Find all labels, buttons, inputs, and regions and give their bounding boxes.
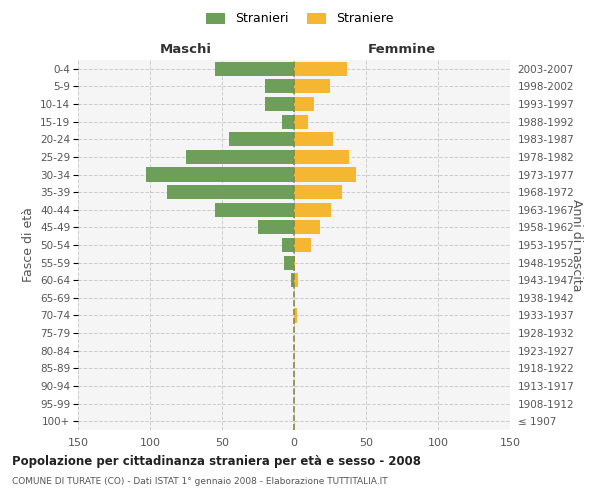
Bar [294, 97, 314, 111]
Bar [294, 202, 331, 217]
Bar [294, 168, 356, 181]
Y-axis label: Fasce di età: Fasce di età [22, 208, 35, 282]
Text: COMUNE DI TURATE (CO) - Dati ISTAT 1° gennaio 2008 - Elaborazione TUTTITALIA.IT: COMUNE DI TURATE (CO) - Dati ISTAT 1° ge… [12, 478, 388, 486]
Text: Maschi: Maschi [160, 44, 212, 57]
Bar [294, 256, 295, 270]
Bar [294, 114, 308, 128]
Bar [265, 80, 294, 94]
Bar [294, 308, 297, 322]
Text: Femmine: Femmine [368, 44, 436, 57]
Bar [294, 62, 347, 76]
Bar [215, 202, 294, 217]
Bar [167, 185, 294, 199]
Bar [283, 114, 294, 128]
Bar [291, 273, 294, 287]
Bar [294, 273, 298, 287]
Bar [294, 132, 333, 146]
Text: Popolazione per cittadinanza straniera per età e sesso - 2008: Popolazione per cittadinanza straniera p… [12, 455, 421, 468]
Y-axis label: Anni di nascita: Anni di nascita [570, 198, 583, 291]
Bar [283, 238, 294, 252]
Bar [284, 256, 294, 270]
Bar [294, 185, 341, 199]
Bar [186, 150, 294, 164]
Bar [146, 168, 294, 181]
Bar [294, 80, 330, 94]
Bar [294, 220, 320, 234]
Bar [258, 220, 294, 234]
Bar [265, 97, 294, 111]
Bar [215, 62, 294, 76]
Legend: Stranieri, Straniere: Stranieri, Straniere [203, 8, 397, 29]
Bar [294, 238, 311, 252]
Bar [294, 150, 349, 164]
Bar [229, 132, 294, 146]
